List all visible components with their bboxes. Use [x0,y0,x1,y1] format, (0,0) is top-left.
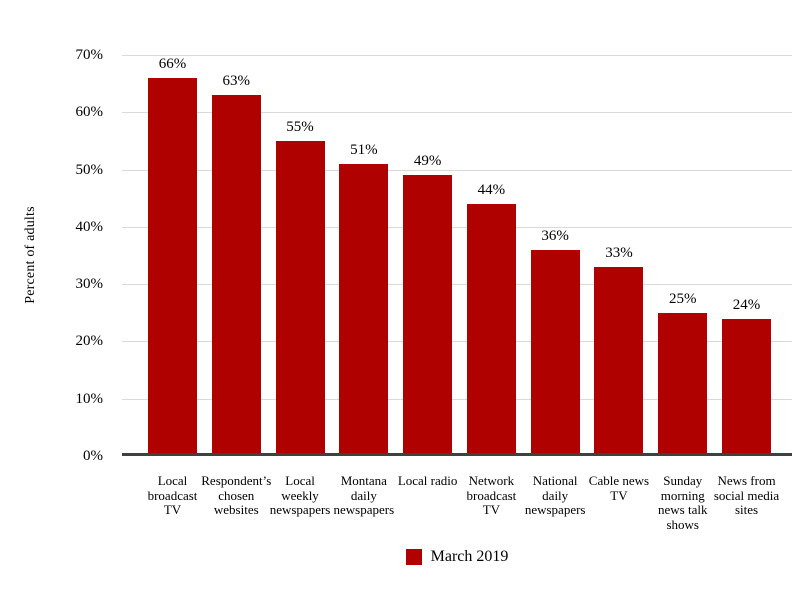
gridline [122,169,792,171]
y-tick-label: 60% [75,104,104,121]
bar-value-label: 49% [413,153,442,170]
bar-value-label: 63% [222,73,251,90]
y-tick-label: 30% [75,276,104,293]
x-category-label: Cable news TV [588,473,650,503]
x-axis-line [122,453,792,456]
y-tick-label: 0% [83,448,103,464]
bar [148,77,197,456]
bar-value-label: 25% [668,290,697,307]
x-category-label: Montana daily newspapers [333,473,395,517]
bar-value-label: 66% [158,55,187,72]
x-category-label: Local broadcast TV [147,473,198,517]
y-tick-label: 20% [75,333,104,350]
gridline [122,226,792,228]
x-axis-category-labels: Local broadcast TV Respondent’s chosen we… [122,473,792,544]
bar [403,175,453,456]
legend-label: March 2019 [430,548,509,565]
bar [722,318,772,456]
bar-value-label: 24% [732,296,761,313]
gridline [122,284,792,286]
y-tick-label: 40% [75,218,104,235]
x-category-label: National daily newspapers [524,473,586,517]
x-category-label: Local weekly newspapers [269,473,331,517]
x-category-label: Network broadcast TV [466,473,517,517]
x-category-label: Local radio [397,473,458,488]
bar [211,95,261,456]
gridline [122,112,792,114]
bar [658,312,708,456]
gridline [122,55,792,56]
bar [339,163,389,456]
x-category-label: Sunday morning news talk shows [658,473,708,532]
y-tick-label: 70% [75,47,104,63]
gridline [122,341,792,343]
bar [275,140,325,456]
x-category-label: News from social media sites [713,473,780,517]
bar [530,249,580,456]
y-tick-label: 10% [75,390,104,407]
legend: March 2019 [122,547,792,567]
bar-value-label: 51% [350,141,378,158]
bar-value-label: 33% [605,244,633,261]
y-tick-label: 50% [75,161,104,178]
bar-value-label: 36% [541,227,569,244]
bar-value-label: 55% [286,118,314,135]
bar [466,203,516,456]
bar [594,266,644,456]
x-category-label: Respondent’s chosen websites [201,473,272,517]
gridline [122,398,792,400]
plot-area: 66% 63% 55% 51% 49% 44% 36% 33% 25% 24% [122,55,792,456]
legend-color-swatch [405,549,422,565]
bar-value-label: 44% [477,181,506,198]
